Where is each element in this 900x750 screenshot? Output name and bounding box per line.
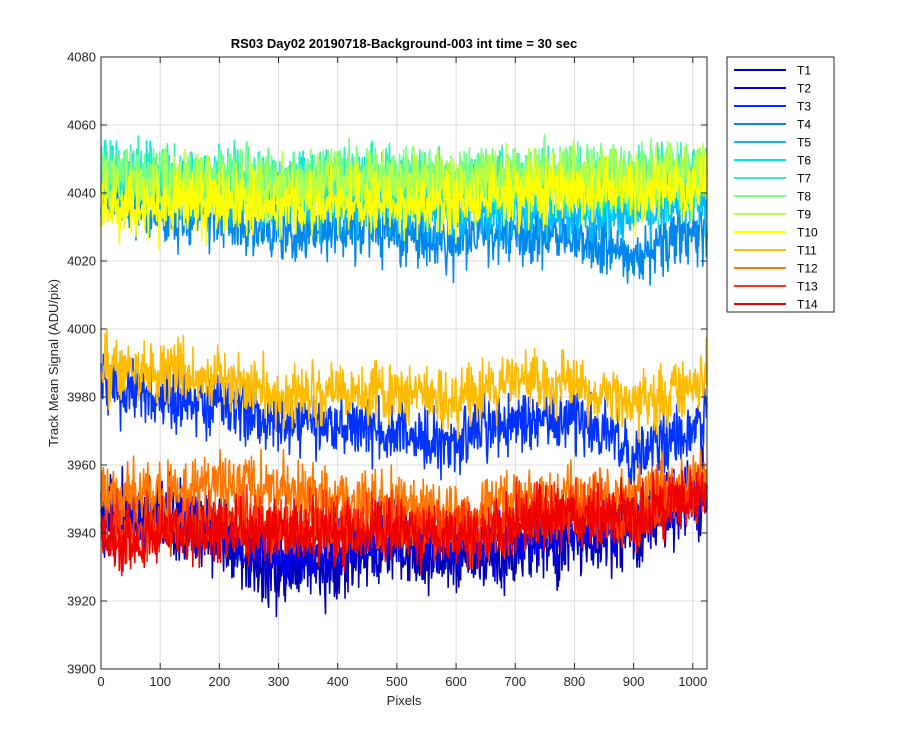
plot-frame [100, 56, 708, 670]
legend-box [726, 56, 835, 313]
y-tick-label: 4020 [67, 254, 96, 269]
series-line-t10 [100, 149, 708, 251]
x-tick-label: 800 [564, 674, 586, 689]
chart-title: RS03 Day02 20190718-Background-003 int t… [231, 36, 578, 51]
legend: T1 T2 T3 T4 T5 T6 T7 T8 T9 T10 T11 T12 T13 T14 [726, 56, 835, 313]
x-tick-label: 700 [504, 674, 526, 689]
legend-label-t1: T1 [797, 64, 811, 78]
legend-label-t2: T2 [797, 82, 811, 96]
legend-label-t3: T3 [797, 100, 811, 114]
legend-label-t10: T10 [797, 226, 818, 240]
y-tick-label: 3960 [67, 458, 96, 473]
legend-label-t14: T14 [797, 298, 818, 312]
legend-label-t11: T11 [797, 244, 817, 258]
series-line-t11 [100, 329, 708, 443]
x-tick-label: 100 [149, 674, 171, 689]
series-lines [100, 133, 708, 618]
y-tick-label: 4060 [67, 118, 96, 133]
x-tick-label: 1000 [678, 674, 707, 689]
legend-label-t5: T5 [797, 136, 811, 150]
legend-label-t9: T9 [797, 208, 811, 222]
legend-label-t7: T7 [797, 172, 811, 186]
y-tick-label: 3920 [67, 594, 96, 609]
axis-ticks: 0 100 200 300 400 500 600 700 800 900 1000 3900 3920… [67, 50, 707, 690]
x-tick-label: 0 [97, 674, 104, 689]
legend-items: T1 T2 T3 T4 T5 T6 T7 T8 T9 T10 T11 T12 T13 T14 [734, 64, 818, 312]
y-tick-label: 4000 [67, 322, 96, 337]
legend-label-t13: T13 [797, 280, 818, 294]
legend-label-t8: T8 [797, 190, 811, 204]
x-tick-label: 200 [209, 674, 231, 689]
series-line-t14 [100, 469, 708, 577]
x-axis-label: Pixels [387, 693, 422, 708]
x-tick-label: 400 [327, 674, 349, 689]
legend-label-t4: T4 [797, 118, 811, 132]
y-tick-label: 3900 [67, 662, 96, 677]
y-axis-label: Track Mean Signal (ADU/pix) [46, 279, 61, 447]
x-tick-label: 600 [445, 674, 467, 689]
x-tick-label: 300 [268, 674, 290, 689]
legend-label-t6: T6 [797, 154, 811, 168]
y-tick-label: 4080 [67, 50, 96, 65]
x-tick-label: 500 [386, 674, 408, 689]
legend-label-t12: T12 [797, 262, 818, 276]
y-tick-label: 4040 [67, 186, 96, 201]
y-tick-label: 3940 [67, 526, 96, 541]
y-tick-label: 3980 [67, 390, 96, 405]
x-tick-label: 900 [623, 674, 645, 689]
